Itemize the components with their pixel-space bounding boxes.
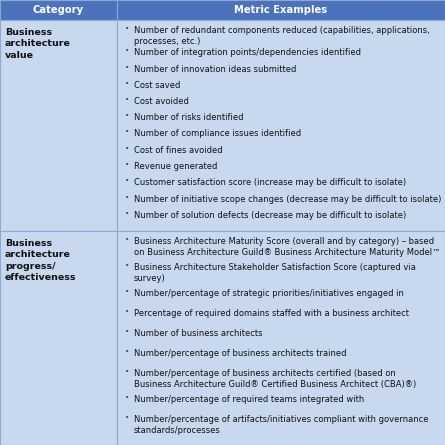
- Text: Cost saved: Cost saved: [134, 81, 180, 90]
- Text: •: •: [125, 48, 129, 54]
- Text: •: •: [125, 81, 129, 87]
- Bar: [117, 0, 445, 20]
- Text: •: •: [125, 395, 129, 401]
- Text: Cost of fines avoided: Cost of fines avoided: [134, 146, 222, 155]
- Text: Number/percentage of business architects trained: Number/percentage of business architects…: [134, 349, 347, 358]
- Text: •: •: [125, 309, 129, 315]
- Text: Number/percentage of required teams integrated with: Number/percentage of required teams inte…: [134, 395, 364, 404]
- Text: Business Architecture Maturity Score (overall and by category) – based
on Busine: Business Architecture Maturity Score (ov…: [134, 237, 441, 257]
- Text: •: •: [125, 329, 129, 335]
- Text: Number of risks identified: Number of risks identified: [134, 113, 243, 122]
- Text: Business Architecture Stakeholder Satisfaction Score (captured via
survey): Business Architecture Stakeholder Satisf…: [134, 263, 416, 283]
- Text: •: •: [125, 146, 129, 152]
- Text: Cost avoided: Cost avoided: [134, 97, 189, 106]
- Text: Number/percentage of strategic priorities/initiatives engaged in: Number/percentage of strategic prioritie…: [134, 289, 404, 298]
- Bar: [117, 20, 445, 231]
- Text: Revenue generated: Revenue generated: [134, 162, 217, 171]
- Text: •: •: [125, 129, 129, 135]
- Text: Number of initiative scope changes (decrease may be difficult to isolate): Number of initiative scope changes (decr…: [134, 194, 441, 203]
- Text: •: •: [125, 26, 129, 32]
- Text: Number of compliance issues identified: Number of compliance issues identified: [134, 129, 301, 138]
- Bar: [117, 231, 445, 445]
- Text: •: •: [125, 194, 129, 201]
- Text: Number of business architects: Number of business architects: [134, 329, 263, 338]
- Text: •: •: [125, 97, 129, 103]
- Text: Number of redundant components reduced (capabilities, applications,
processes, e: Number of redundant components reduced (…: [134, 26, 430, 46]
- Text: Business
architecture
progress/
effectiveness: Business architecture progress/ effectiv…: [5, 239, 77, 282]
- Text: •: •: [125, 237, 129, 243]
- Text: •: •: [125, 289, 129, 295]
- Text: Customer satisfaction score (increase may be difficult to isolate): Customer satisfaction score (increase ma…: [134, 178, 406, 187]
- Text: Metric Examples: Metric Examples: [235, 5, 328, 15]
- Text: •: •: [125, 178, 129, 184]
- Text: •: •: [125, 415, 129, 421]
- Text: Number of integration points/dependencies identified: Number of integration points/dependencie…: [134, 48, 361, 57]
- Text: Category: Category: [33, 5, 84, 15]
- Text: •: •: [125, 162, 129, 168]
- Text: Business
architecture
value: Business architecture value: [5, 28, 71, 60]
- Text: Number/percentage of business architects certified (based on
Business Architectu: Number/percentage of business architects…: [134, 369, 416, 389]
- Text: Percentage of required domains staffed with a business architect: Percentage of required domains staffed w…: [134, 309, 409, 318]
- Text: •: •: [125, 113, 129, 119]
- Text: •: •: [125, 369, 129, 375]
- Bar: [0, 0, 117, 20]
- Text: Number of innovation ideas submitted: Number of innovation ideas submitted: [134, 65, 296, 73]
- Text: •: •: [125, 65, 129, 70]
- Text: Number/percentage of artifacts/initiatives compliant with governance
standards/p: Number/percentage of artifacts/initiativ…: [134, 415, 429, 435]
- Text: •: •: [125, 211, 129, 217]
- Bar: [0, 20, 117, 231]
- Bar: [0, 231, 117, 445]
- Text: Number of solution defects (decrease may be difficult to isolate): Number of solution defects (decrease may…: [134, 211, 406, 220]
- Text: •: •: [125, 349, 129, 355]
- Text: •: •: [125, 263, 129, 269]
